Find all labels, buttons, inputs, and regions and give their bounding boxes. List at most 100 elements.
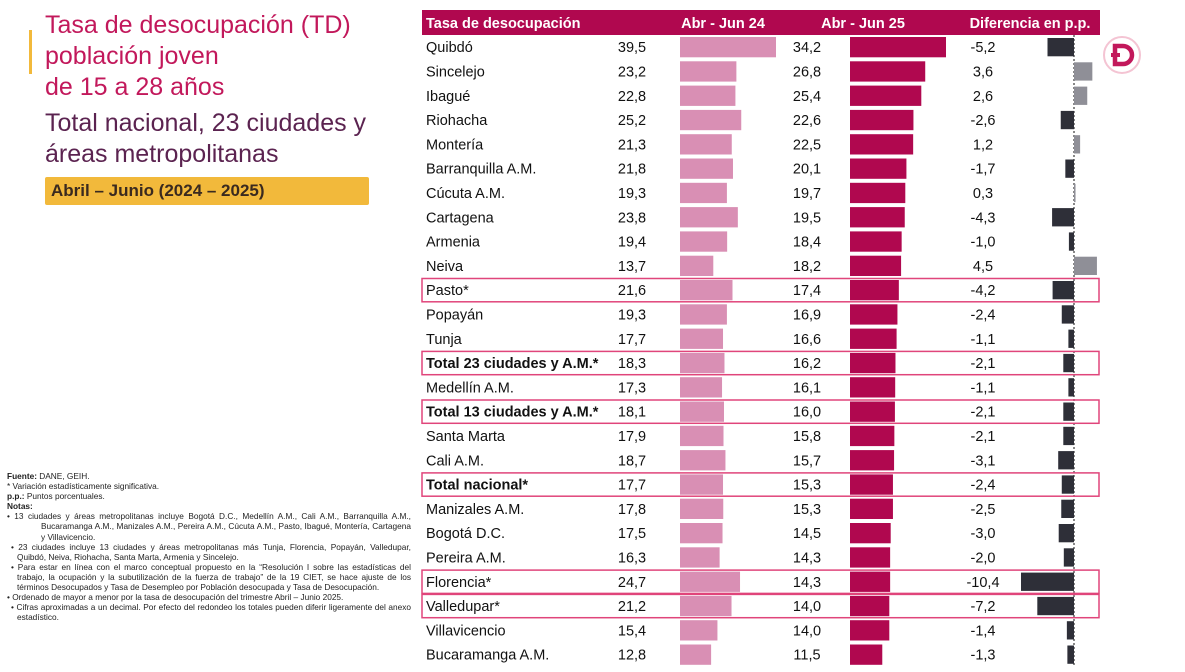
bar-diff [1060,110,1074,130]
value-label-diff: -2,4 [971,478,996,494]
value-label-2024: 18,3 [618,356,646,372]
value-label-diff: -4,2 [971,283,996,299]
row-category-label: Bogotá D.C. [426,526,505,542]
column-header: Abr - Jun 24 [681,16,765,32]
bar-2025 [850,620,890,641]
bar-diff [1068,329,1074,348]
bar-2024 [680,158,733,179]
bar-diff [1074,62,1093,81]
bar-2025 [850,401,895,422]
value-label-2024: 16,3 [618,550,646,566]
bar-2025 [850,571,891,592]
value-label-2024: 19,3 [618,307,646,323]
row-category-label: Montería [426,137,484,153]
bar-diff [1061,475,1074,494]
bar-diff [1061,305,1074,324]
value-label-diff: -1,7 [971,162,996,178]
bar-2025 [850,352,896,374]
note-item: • 13 ciudades y áreas metropolitanas inc… [7,511,411,542]
row-category-label: Popayán [426,307,483,323]
bar-2024 [680,644,712,665]
note-item: • 23 ciudades incluye 13 ciudades y área… [11,541,411,562]
row-category-label: Total 13 ciudades y A.M.* [426,405,599,421]
value-label-2024: 17,5 [618,526,646,542]
row-category-label: Neiva [426,259,464,275]
row-highlight-box [421,569,1100,595]
value-label-2025: 18,2 [793,259,821,275]
bar-2024 [680,37,776,58]
bar-diff [1068,378,1074,397]
row-highlight-box [421,277,1100,303]
row-category-label: Quibdó [426,40,473,56]
value-label-diff: -1,0 [971,235,996,251]
bar-diff [1068,232,1074,251]
subtitle-line-2: áreas metropolitanas [45,140,279,168]
value-label-2025: 22,6 [793,113,821,129]
dane-logo [1103,36,1141,74]
bar-2025 [850,37,946,58]
value-label-2024: 23,2 [618,64,646,80]
row-category-label: Bucaramanga A.M. [426,648,549,664]
bar-diff [1074,135,1081,154]
bar-2025 [850,61,926,82]
value-label-2025: 14,0 [793,623,821,639]
value-label-2024: 13,7 [618,259,646,275]
value-label-2025: 16,1 [793,380,821,396]
pp-note: p.p.: Puntos porcentuales. [7,491,105,502]
title-line-3: de 15 a 28 años [45,73,225,101]
value-label-2024: 39,5 [618,40,646,56]
chart-subtitle: Total nacional, 23 ciudades y áreas metr… [45,108,366,170]
row-category-label: Villavicencio [426,623,506,639]
value-label-2024: 21,8 [618,162,646,178]
bar-2025 [850,304,898,325]
value-label-2025: 25,4 [793,89,821,105]
bar-diff [1037,596,1074,616]
row-category-label: Medellín A.M. [426,380,514,396]
bar-2024 [680,182,727,204]
bar-diff [1063,353,1074,373]
row-category-label: Florencia* [426,575,492,591]
value-label-2025: 15,8 [793,429,821,445]
bar-2024 [680,85,736,106]
row-highlight-box [421,350,1100,376]
bar-2024 [680,523,723,544]
bar-2024 [680,231,728,252]
row-category-label: Valledupar* [426,599,500,615]
bar-2025 [850,280,899,301]
bar-2024 [680,255,714,276]
row-category-label: Cartagena [426,210,495,226]
bar-2024 [680,401,724,422]
bar-2025 [850,255,902,276]
value-label-diff: -10,4 [966,575,999,591]
row-category-label: Cali A.M. [426,453,484,469]
bar-2025 [850,85,922,106]
value-label-diff: -7,2 [971,599,996,615]
bar-2024 [680,450,726,471]
bar-2024 [680,425,724,447]
value-label-2025: 15,7 [793,453,821,469]
value-label-diff: -3,1 [971,453,996,469]
value-label-2024: 17,3 [618,380,646,396]
row-highlight-box [421,472,1100,497]
value-label-2024: 12,8 [618,648,646,664]
value-label-2025: 16,2 [793,356,821,372]
value-label-2024: 21,2 [618,599,646,615]
value-label-diff: -5,2 [971,40,996,56]
value-label-2025: 14,3 [793,550,821,566]
bar-2024 [680,547,720,568]
bar-2024 [680,134,732,155]
bar-2025 [850,474,893,495]
bar-2024 [680,328,724,349]
value-label-2024: 24,7 [618,575,646,591]
row-category-label: Santa Marta [426,429,506,445]
bar-diff [1063,402,1074,421]
period-badge: Abril – Junio (2024 – 2025) [45,177,369,205]
column-header: Abr - Jun 25 [821,16,905,32]
value-label-2025: 26,8 [793,64,821,80]
title-accent-bar [29,30,32,74]
bar-diff [1021,572,1074,591]
value-label-2024: 15,4 [618,623,646,639]
bar-2024 [680,280,733,301]
bar-2025 [850,498,893,519]
